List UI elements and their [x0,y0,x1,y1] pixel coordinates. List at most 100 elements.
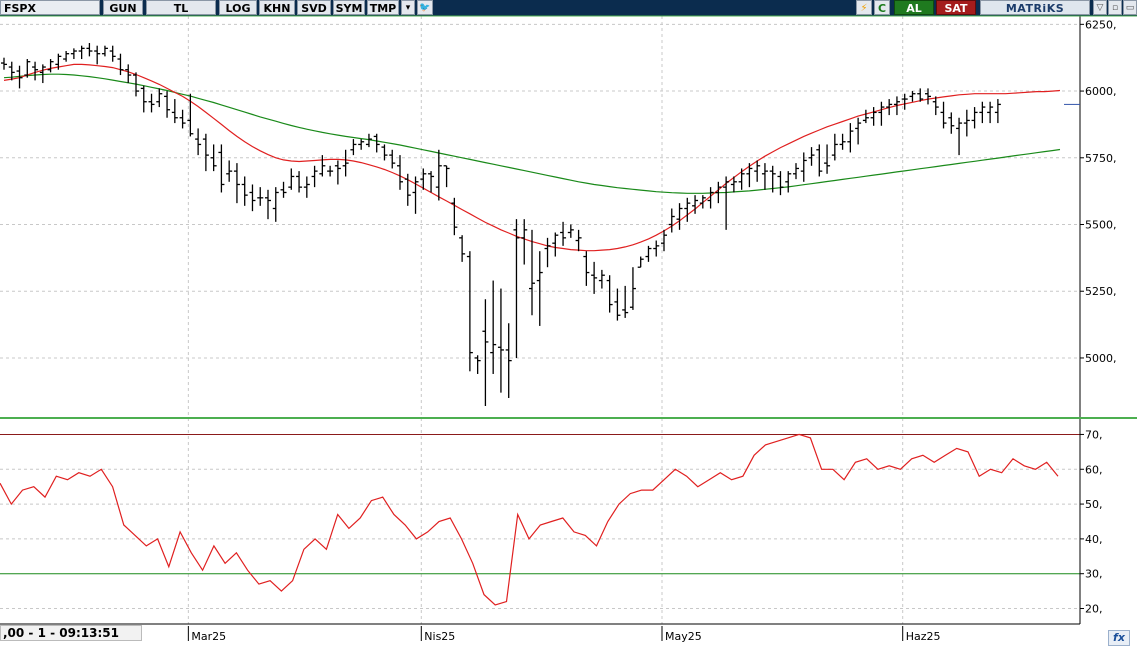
rsi-tick-label: 70, [1085,428,1103,441]
ohlc-bar [78,45,85,60]
svd-button[interactable]: SVD [297,0,331,15]
tmp-button[interactable]: TMP [367,0,399,15]
ohlc-bar [358,139,365,150]
ohlc-bar [133,72,139,97]
ohlc-bar [567,224,574,238]
khn-button[interactable]: KHN [259,0,295,15]
ohlc-bar [482,299,489,406]
ohlc-bar [878,101,885,126]
x-tick-label: Mar25 [191,630,226,643]
ohlc-bar [249,184,256,212]
ohlc-bar [777,171,784,196]
ohlc-bar [886,99,893,116]
ohlc-bar [24,59,31,78]
ohlc-bar [39,64,46,84]
toolbar: FSPX GUN TL LOG KHN SVD SYM TMP ▾ 🐦 ⚡ C … [0,0,1137,16]
ohlc-bar [233,163,240,204]
ohlc-bar [272,187,279,222]
refresh-icon[interactable]: C [874,0,890,15]
ohlc-bar [855,117,862,145]
ohlc-bar [684,197,691,222]
dropdown-icon[interactable]: ▾ [401,0,415,15]
period-button[interactable]: GUN [103,0,143,15]
ohlc-bar [311,165,318,188]
ohlc-bar [971,107,978,129]
ohlc-bar [195,128,202,156]
log-button[interactable]: LOG [219,0,257,15]
symbol-field[interactable]: FSPX [0,0,100,15]
ohlc-bar [622,285,629,318]
ohlc-bar [125,64,132,84]
ohlc-bar [793,163,799,180]
ohlc-bar [342,149,349,177]
ohlc-bar [839,133,846,150]
ohlc-bar [614,288,621,321]
ohlc-bar [505,323,512,398]
ohlc-bar [202,133,209,172]
ohlc-bar [420,168,427,190]
ohlc-bar [257,187,264,206]
ohlc-bar [560,221,567,246]
ohlc-bar [917,88,924,102]
lightning-icon[interactable]: ⚡ [856,0,872,15]
buy-button[interactable]: AL [894,0,934,15]
ohlc-bar [397,155,403,190]
ohlc-bar [544,237,551,268]
ohlc-bar [365,133,372,148]
ohlc-bar [296,171,303,193]
ohlc-bar [474,355,481,374]
ohlc-bar [598,269,605,289]
y-tick-label: 5750, [1085,152,1117,165]
ohlc-bar [645,245,652,262]
ohlc-bar [55,53,62,70]
ohlc-bar [101,45,108,57]
twitter-icon[interactable]: 🐦 [417,0,433,15]
y-tick-label: 5000, [1085,352,1117,365]
ohlc-bar [171,99,178,124]
ohlc-bar [746,163,753,188]
ohlc-bar [831,133,838,161]
ohlc-bar [661,229,667,252]
fx-icon[interactable]: fx [1108,630,1130,646]
ohlc-bar [591,261,598,294]
ohlc-bar [901,93,908,110]
ohlc-bar [754,160,761,182]
ohlc-bar [893,96,900,116]
restore-icon[interactable]: ▫ [1108,0,1122,15]
ohlc-bar [723,176,730,230]
ohlc-bar [381,144,388,161]
ohlc-bar [963,109,970,137]
ohlc-bar [226,160,233,182]
currency-button[interactable]: TL [146,0,216,15]
ohlc-bar [373,133,380,153]
x-tick-label: May25 [665,630,702,643]
ohlc-bar [303,176,310,198]
ohlc-bar [179,109,186,129]
y-tick-label: 6250, [1085,18,1117,31]
ohlc-bar [32,61,39,81]
ohlc-bar [925,88,931,105]
ohlc-bar [575,229,582,252]
axes: Mar25 Nis25 May25 Haz25 6250, 6000, 5750, 5500,… [0,15,1137,643]
rsi-panel [0,433,1080,606]
ohlc-bar [94,45,101,65]
ohlc-bar [490,280,497,374]
sym-button[interactable]: SYM [333,0,365,15]
ohlc-bar [280,181,287,198]
ohlc-bar [241,176,248,206]
sell-button[interactable]: SAT [936,0,976,15]
ohlc-bar [443,165,450,188]
ohlc-bar [862,109,869,124]
ohlc-bar [210,144,217,172]
ohlc-bar [668,208,675,233]
status-clock: ,00 - 1 - 09:13:51 [0,625,142,641]
ohlc-bar [156,88,163,108]
ohlc-bar [148,93,155,113]
ohlc-bar [769,165,776,193]
ma-long-line [3,73,1061,194]
ohlc-bar [47,59,54,73]
ohlc-bar [8,61,15,81]
minimize-icon[interactable]: ▽ [1093,0,1107,15]
ohlc-bar [412,176,419,214]
ohlc-bar [870,107,877,126]
